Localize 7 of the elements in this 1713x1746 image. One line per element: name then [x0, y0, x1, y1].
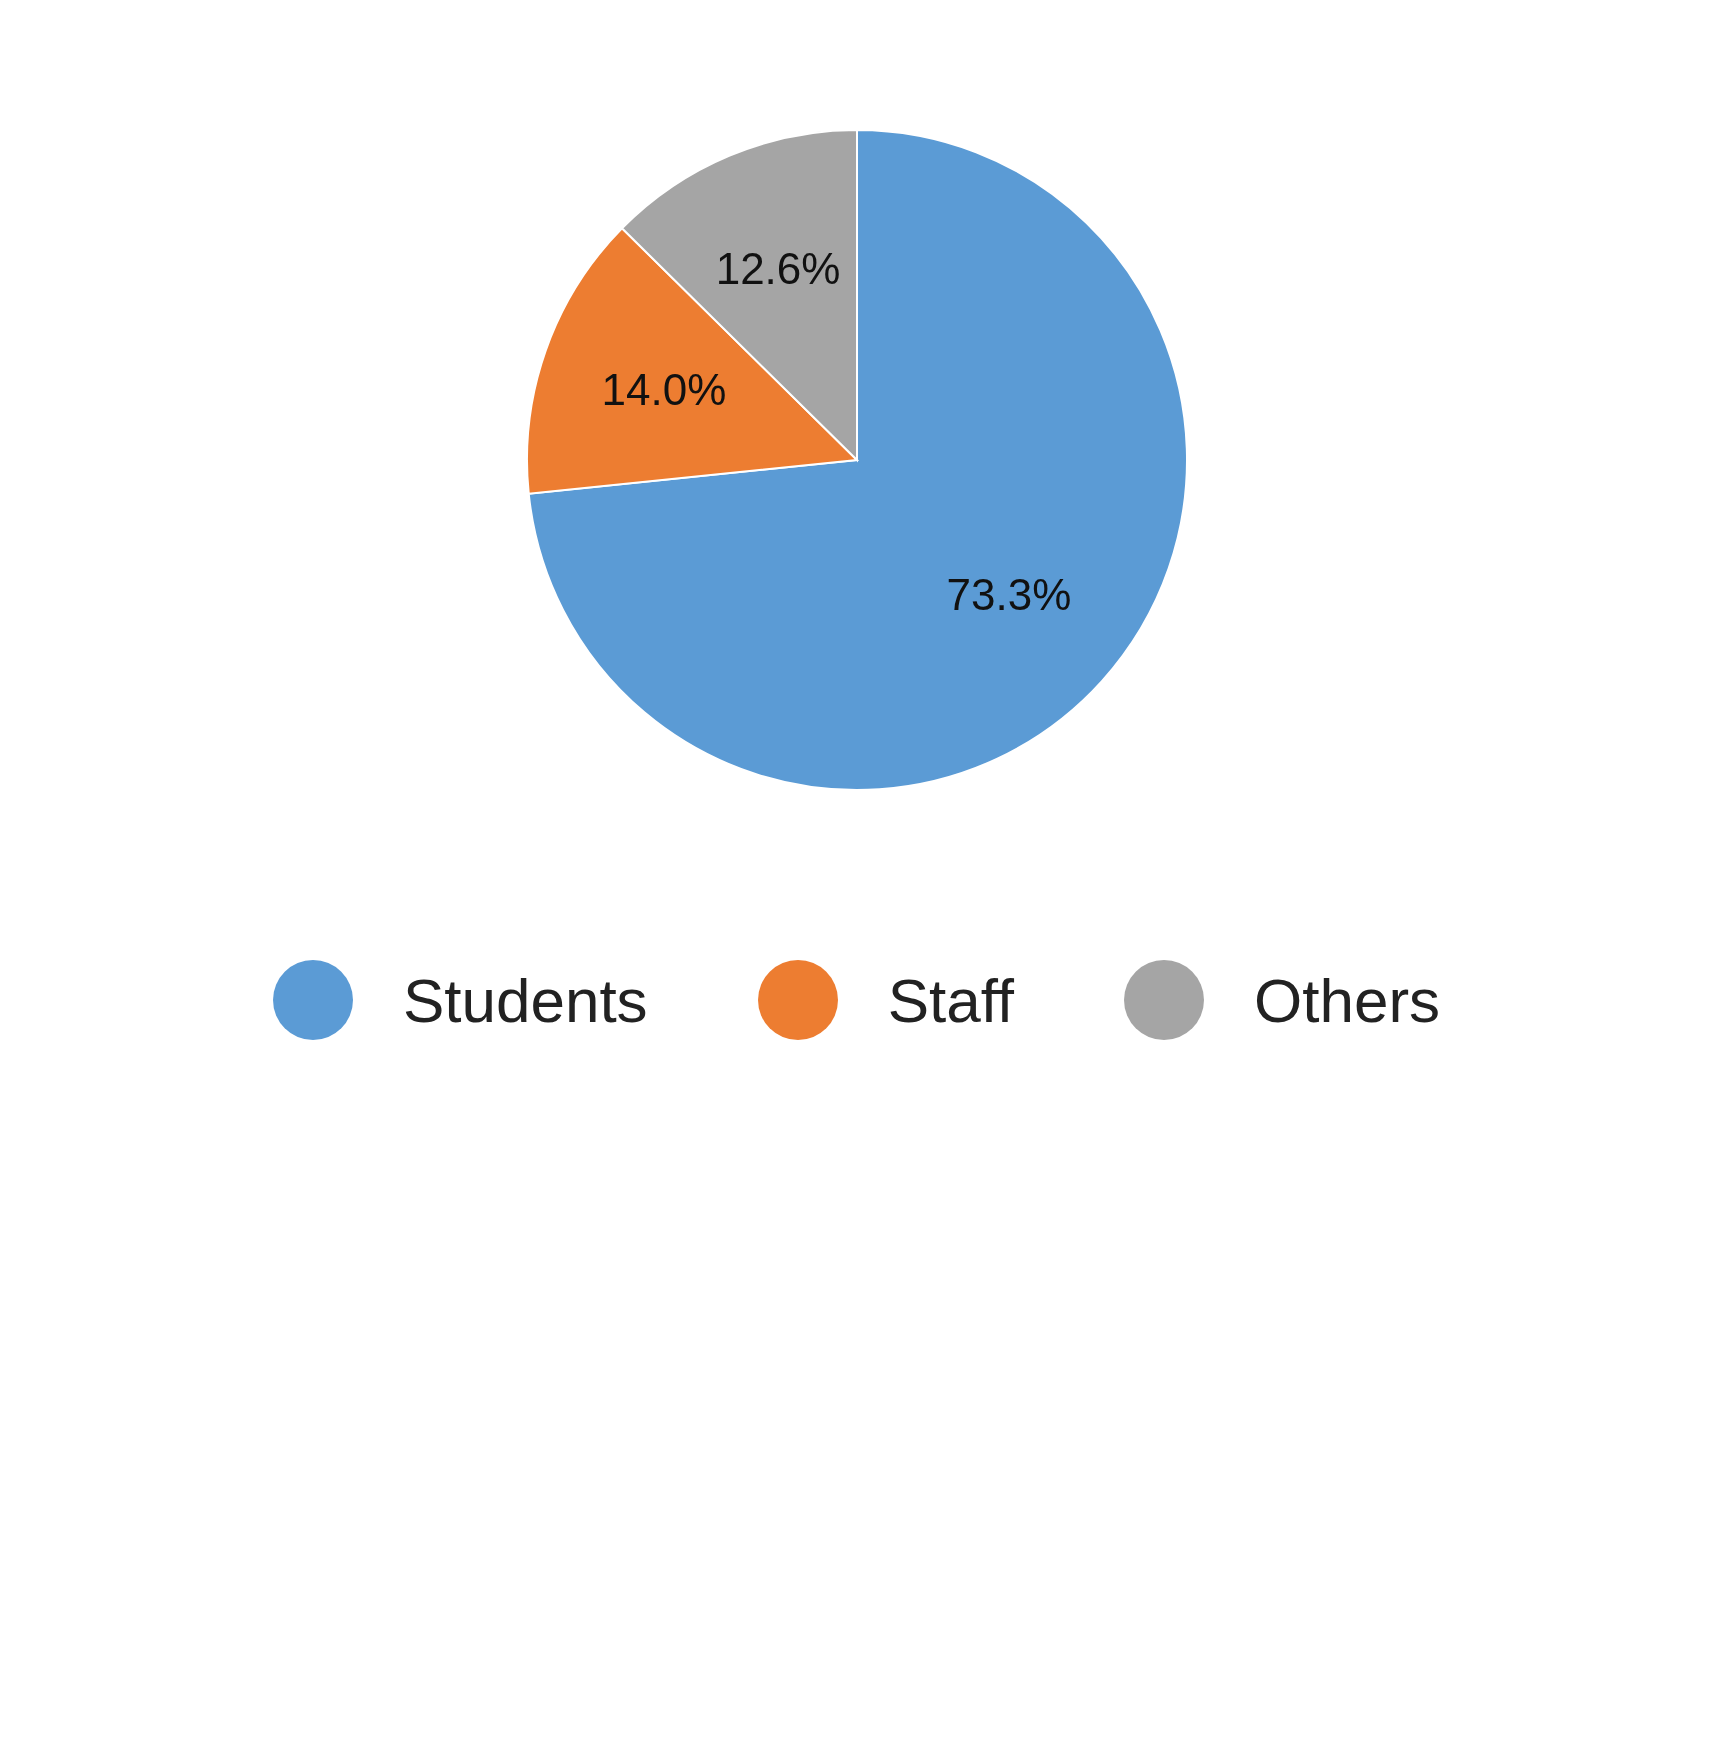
legend-label: Staff	[887, 964, 1015, 1036]
data-label: 14.0%	[601, 365, 726, 415]
legend-label: Others	[1254, 964, 1441, 1036]
data-label: 12.6%	[715, 244, 840, 294]
pie-slice	[527, 129, 1188, 791]
data-label: 73.3%	[945, 570, 1071, 620]
legend-label: Students	[402, 964, 648, 1036]
